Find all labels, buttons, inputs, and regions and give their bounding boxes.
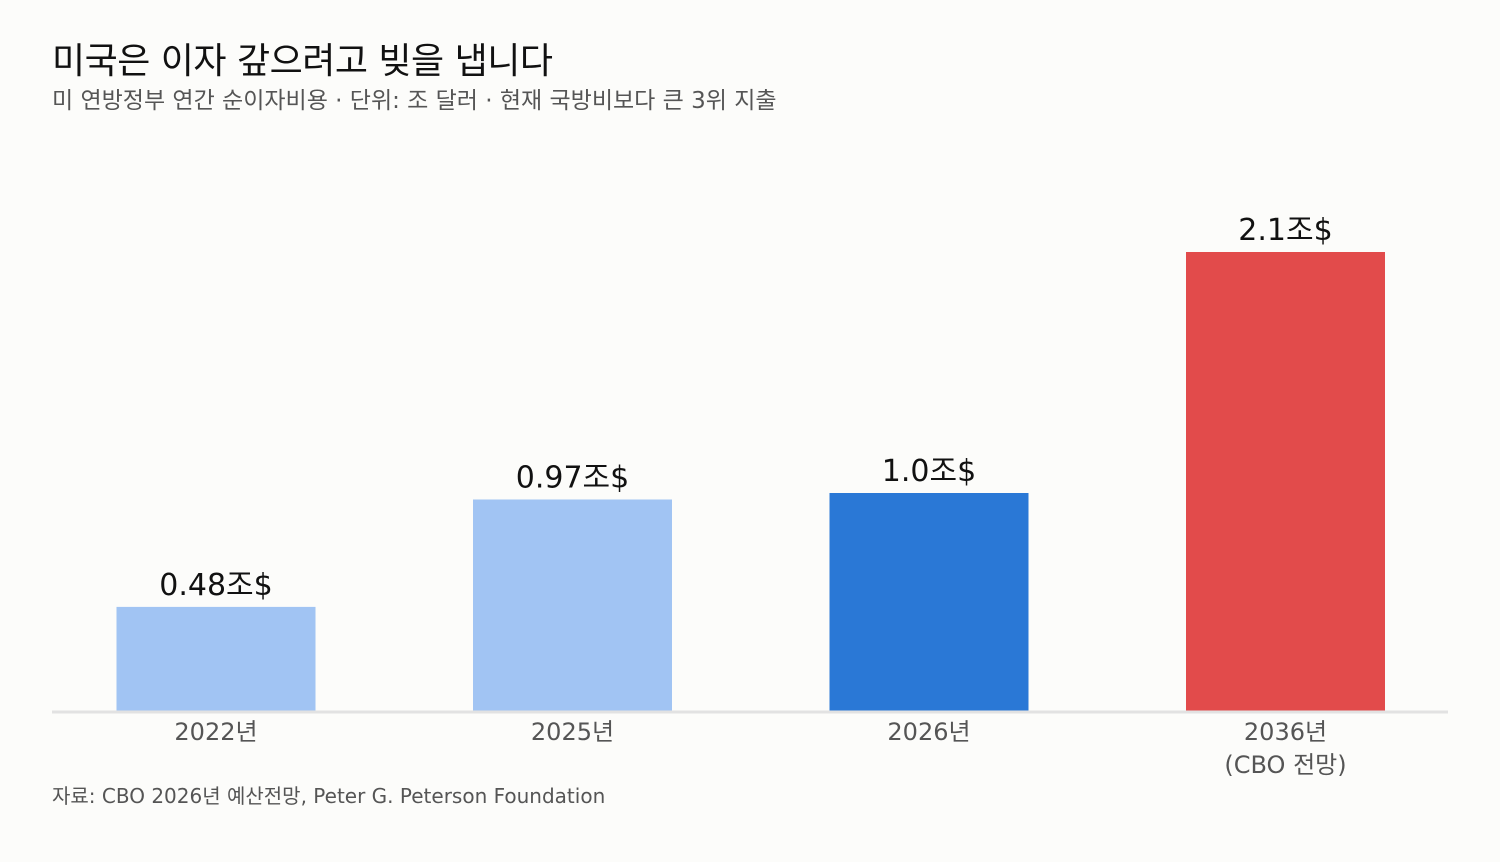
source-note: 자료: CBO 2026년 예산전망, Peter G. Peterson Fo… (52, 784, 606, 808)
value-label-1: 0.97조$ (516, 461, 629, 496)
x-tick-label-1: 2025년 (531, 718, 614, 746)
bar-1 (473, 499, 672, 712)
chart-subtitle: 미 연방정부 연간 순이자비용 · 단위: 조 달러 · 현재 국방비보다 큰 … (52, 88, 777, 114)
x-tick-label-2: 2026년 (887, 718, 970, 746)
x-tick-label-3: 2036년 (CBO 전망) (1224, 718, 1346, 779)
bar-0 (116, 606, 316, 712)
bar-2 (829, 493, 1029, 712)
value-label-3: 2.1조$ (1238, 213, 1332, 248)
chart-title: 미국은 이자 갚으려고 빚을 냅니다 (52, 41, 553, 82)
value-label-0: 0.48조$ (159, 568, 272, 603)
value-label-2: 1.0조$ (882, 454, 976, 489)
x-tick-label-0: 2022년 (174, 718, 257, 746)
bar-3 (1186, 252, 1385, 712)
